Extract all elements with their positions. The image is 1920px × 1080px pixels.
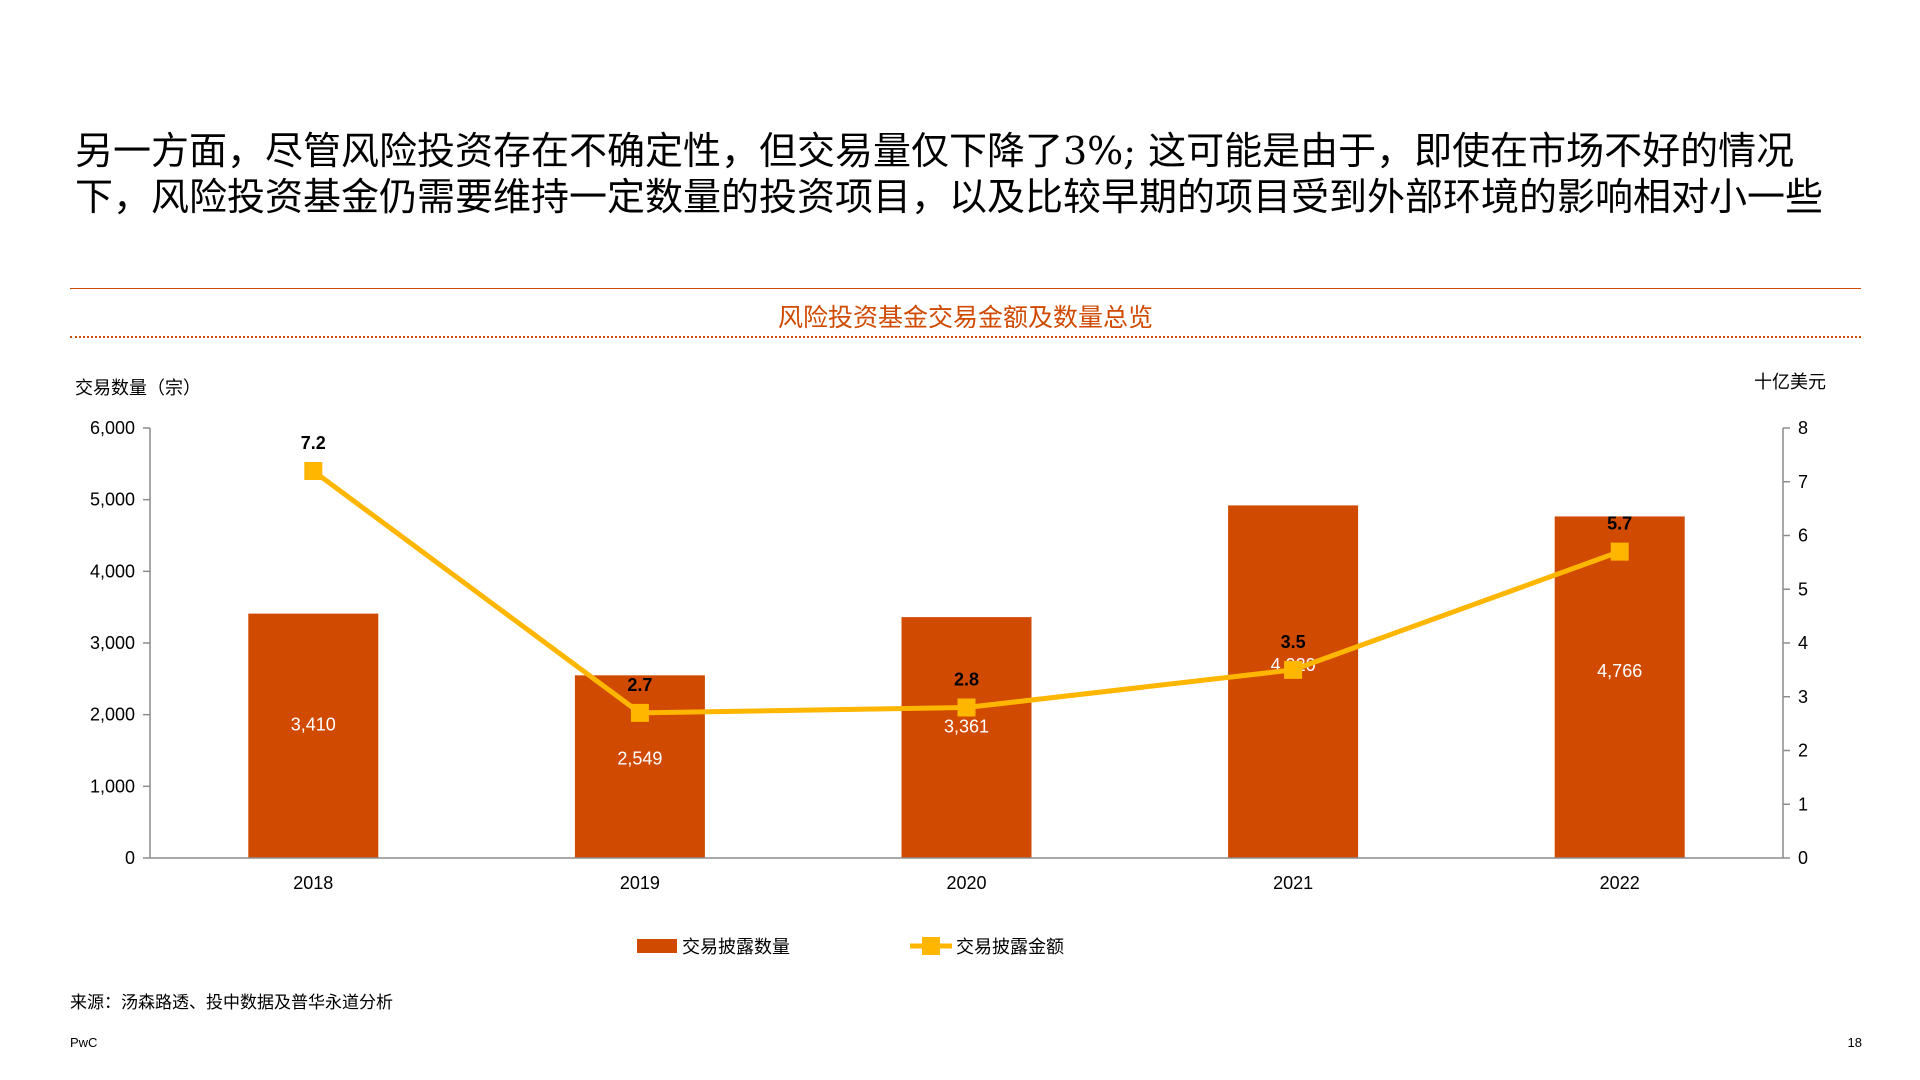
x-axis-tick-label: 2021 xyxy=(1273,873,1313,893)
y-axis-right-tick-label: 4 xyxy=(1798,633,1808,653)
y-axis-right-tick-label: 2 xyxy=(1798,741,1808,761)
brand-label: PwC xyxy=(70,1035,98,1050)
line-value-label: 3.5 xyxy=(1281,632,1306,652)
bar xyxy=(901,617,1032,858)
y-axis-left-tick-label: 6,000 xyxy=(90,418,135,438)
y-axis-right-title: 十亿美元 xyxy=(1754,372,1826,392)
y-axis-right-tick-label: 8 xyxy=(1798,418,1808,438)
line-point-marker xyxy=(304,462,323,480)
y-axis-right-tick-label: 5 xyxy=(1798,579,1808,599)
y-axis-left-tick-label: 5,000 xyxy=(90,490,135,510)
line-point-marker xyxy=(1610,542,1629,561)
y-axis-left-tick-label: 3,000 xyxy=(90,633,135,653)
page-number: 18 xyxy=(1847,1035,1862,1050)
line-value-label: 2.7 xyxy=(627,675,652,695)
x-axis-tick-label: 2020 xyxy=(946,873,986,893)
line-point-marker xyxy=(1284,660,1303,679)
bar-value-label: 3,410 xyxy=(291,715,336,735)
bar xyxy=(1228,505,1359,858)
combo-chart: 0 1,000 2,000 3,000 4,000 5,000 6,000 0 1 2 3 4 5 6 7 8… xyxy=(90,418,1808,957)
x-axis-tick-label: 2022 xyxy=(1600,873,1640,893)
y-axis-right-tick-label: 3 xyxy=(1798,687,1808,707)
y-axis-right-tick-label: 6 xyxy=(1798,526,1808,546)
line-value-label: 7.2 xyxy=(301,433,326,453)
legend-bar-label: 交易披露数量 xyxy=(682,937,790,957)
y-axis-right-tick-label: 1 xyxy=(1798,794,1808,814)
y-axis-left-tick-label: 1,000 xyxy=(90,776,135,796)
y-axis-left-tick-label: 0 xyxy=(125,848,135,868)
x-axis-tick-label: 2019 xyxy=(620,873,660,893)
y-axis-left-title: 交易数量（宗） xyxy=(75,378,201,398)
bar-value-label: 3,361 xyxy=(944,717,989,737)
y-axis-left-tick-label: 2,000 xyxy=(90,705,135,725)
y-axis-right-tick-label: 0 xyxy=(1798,848,1808,868)
line-value-label: 2.8 xyxy=(954,670,979,690)
line-point-marker xyxy=(957,698,976,717)
x-axis-tick-label: 2018 xyxy=(293,873,333,893)
line-point-marker xyxy=(630,703,649,722)
source-note: 来源：汤森路透、投中数据及普华永道分析 xyxy=(70,993,393,1012)
y-axis-left-tick-label: 4,000 xyxy=(90,561,135,581)
bar-value-label: 4,766 xyxy=(1597,661,1642,681)
page-headline: 另一方面，尽管风险投资存在不确定性，但交易量仅下降了3%; 这可能是由于，即使在… xyxy=(75,129,1824,219)
bar-value-label: 2,549 xyxy=(617,749,662,769)
legend-bar-swatch xyxy=(637,939,677,953)
line-value-label: 5.7 xyxy=(1607,514,1632,534)
legend-line-marker xyxy=(922,937,940,955)
legend-line-label: 交易披露金额 xyxy=(956,937,1064,957)
bar xyxy=(1554,516,1685,858)
title-dotted-rule xyxy=(70,336,1861,338)
y-axis-right-tick-label: 7 xyxy=(1798,472,1808,492)
bar xyxy=(248,613,379,858)
header-rule xyxy=(70,288,1861,289)
chart-title: 风险投资基金交易金额及数量总览 xyxy=(777,304,1153,332)
